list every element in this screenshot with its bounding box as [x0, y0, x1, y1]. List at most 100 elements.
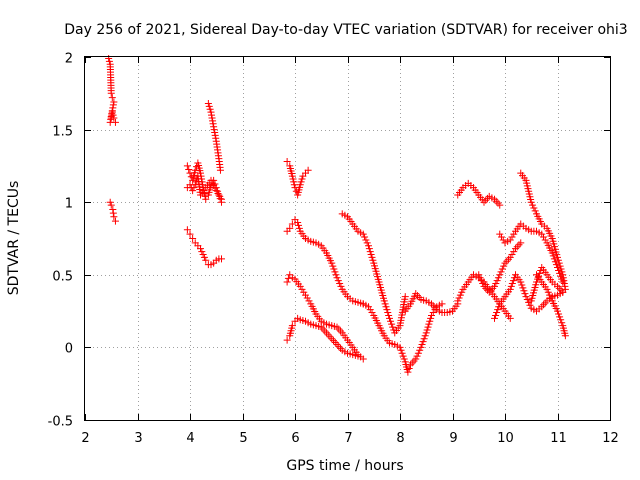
data-point	[111, 118, 119, 126]
data-point	[215, 191, 223, 199]
series-arc-17	[491, 271, 567, 322]
data-point	[366, 306, 374, 314]
data-point	[508, 250, 516, 258]
grid	[85, 57, 610, 420]
data-point	[109, 209, 117, 217]
data-point	[508, 233, 516, 241]
axis-ticks	[85, 57, 611, 421]
data-point	[362, 236, 370, 244]
data-point	[422, 329, 430, 337]
data-point	[517, 239, 525, 247]
data-point	[425, 320, 433, 328]
data-point	[494, 199, 502, 207]
data-point	[290, 181, 298, 189]
y-axis-label: SDTVAR / TECUs	[6, 181, 22, 296]
data-point	[208, 114, 216, 122]
data-point	[557, 316, 565, 324]
data-point	[547, 294, 555, 302]
data-point	[205, 102, 213, 110]
data-point	[510, 230, 518, 238]
data-point	[554, 264, 561, 272]
x-tick-label: 10	[497, 431, 514, 446]
data-point	[354, 352, 362, 360]
data-point	[366, 248, 374, 256]
data-point	[328, 259, 336, 267]
y-tick-label: 1	[65, 197, 73, 212]
x-tick-label: 8	[396, 431, 404, 446]
data-point	[330, 265, 338, 273]
y-tick-label: 0	[65, 342, 73, 357]
data-point	[107, 89, 115, 97]
data-point	[295, 224, 303, 232]
data-point	[495, 303, 503, 311]
data-point	[493, 277, 501, 285]
data-point	[288, 172, 296, 180]
data-point	[475, 271, 483, 279]
data-point	[438, 300, 446, 308]
data-point	[369, 256, 377, 264]
data-point	[527, 198, 535, 206]
data-point	[558, 319, 566, 327]
data-point	[107, 115, 115, 123]
data-point	[384, 309, 392, 317]
data-point	[110, 114, 118, 122]
data-point	[189, 187, 197, 195]
data-point	[558, 275, 566, 283]
data-point	[513, 243, 521, 251]
data-point	[410, 357, 418, 365]
data-point	[207, 108, 215, 116]
data-point	[556, 269, 564, 277]
series-arc-8	[283, 216, 367, 308]
data-point	[209, 120, 217, 128]
data-point	[419, 338, 427, 346]
series-arc-6	[183, 226, 225, 269]
series-arc-21	[527, 264, 567, 305]
data-point	[333, 274, 341, 282]
data-point	[283, 278, 291, 286]
data-point	[492, 197, 500, 205]
data-point	[549, 252, 557, 260]
data-point	[206, 105, 214, 113]
data-point	[210, 123, 218, 131]
data-point	[493, 309, 501, 317]
data-point	[408, 359, 416, 367]
data-point	[491, 314, 498, 322]
data-point	[535, 272, 543, 280]
series-arc-2	[106, 198, 119, 225]
series-arc-9	[283, 271, 367, 363]
data-point	[414, 292, 421, 300]
data-point	[382, 303, 390, 311]
data-point	[183, 226, 191, 234]
data-point	[324, 331, 332, 339]
data-point	[494, 274, 502, 282]
data-point	[498, 233, 505, 241]
data-point	[554, 253, 561, 261]
data-point	[426, 317, 434, 325]
data-point	[108, 94, 116, 102]
data-point	[109, 111, 117, 119]
data-point	[331, 339, 339, 347]
data-point	[212, 187, 220, 195]
data-point	[520, 287, 528, 295]
data-point	[105, 57, 113, 65]
data-point	[286, 224, 294, 232]
data-point	[418, 340, 426, 348]
data-point	[405, 364, 413, 372]
data-point	[190, 184, 198, 192]
data-point	[557, 286, 565, 294]
data-point	[202, 195, 210, 203]
data-point	[560, 280, 568, 288]
data-point	[298, 175, 306, 183]
data-point	[363, 239, 371, 247]
data-point	[518, 281, 526, 289]
x-tick-label: 4	[186, 431, 194, 446]
data-point	[201, 192, 209, 200]
data-point	[517, 278, 525, 286]
data-point	[183, 162, 191, 170]
data-point	[420, 335, 428, 343]
data-point	[429, 309, 437, 317]
data-point	[557, 272, 565, 280]
data-point	[476, 274, 484, 282]
data-point	[106, 198, 114, 206]
data-point	[423, 326, 431, 334]
